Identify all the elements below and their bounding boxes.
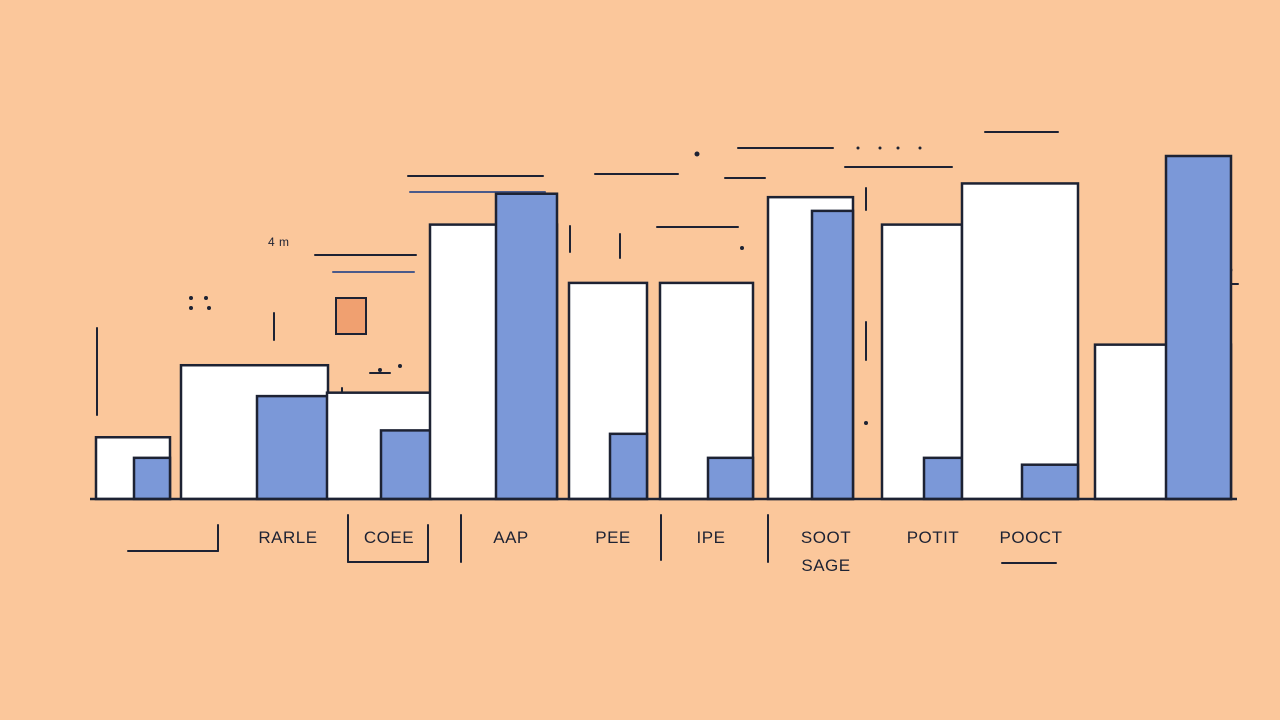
bar-back-3: [494, 192, 559, 501]
tick-label-2: COEE: [364, 528, 414, 547]
bar-back-4: [608, 432, 649, 501]
bar-back-1: [255, 394, 330, 501]
tick-label-3: AAP: [493, 528, 529, 547]
tick-label-6: SOOT: [801, 528, 851, 547]
tick-label-7: POTIT: [907, 528, 960, 547]
tick-label-5: IPE: [697, 528, 726, 547]
bar-back-2: [379, 429, 433, 501]
bar-back-7: [922, 456, 964, 501]
tick-label-4: PEE: [595, 528, 631, 547]
bar-back-6: [810, 209, 855, 501]
bar-back-9: [1164, 154, 1233, 501]
tick-label-1: RARLE: [258, 528, 317, 547]
left-annotation: 4 m: [268, 235, 290, 249]
bar-back-0: [132, 456, 172, 501]
bar-back-5: [706, 456, 755, 501]
accent-window: [335, 297, 367, 335]
bar-back-8: [1020, 463, 1080, 501]
tick-label-8: POOCT: [1000, 528, 1063, 547]
tick-label-6-1: SAGE: [801, 556, 850, 575]
decorative-lines: [96, 131, 1239, 564]
bar-front-8: [960, 182, 1080, 501]
